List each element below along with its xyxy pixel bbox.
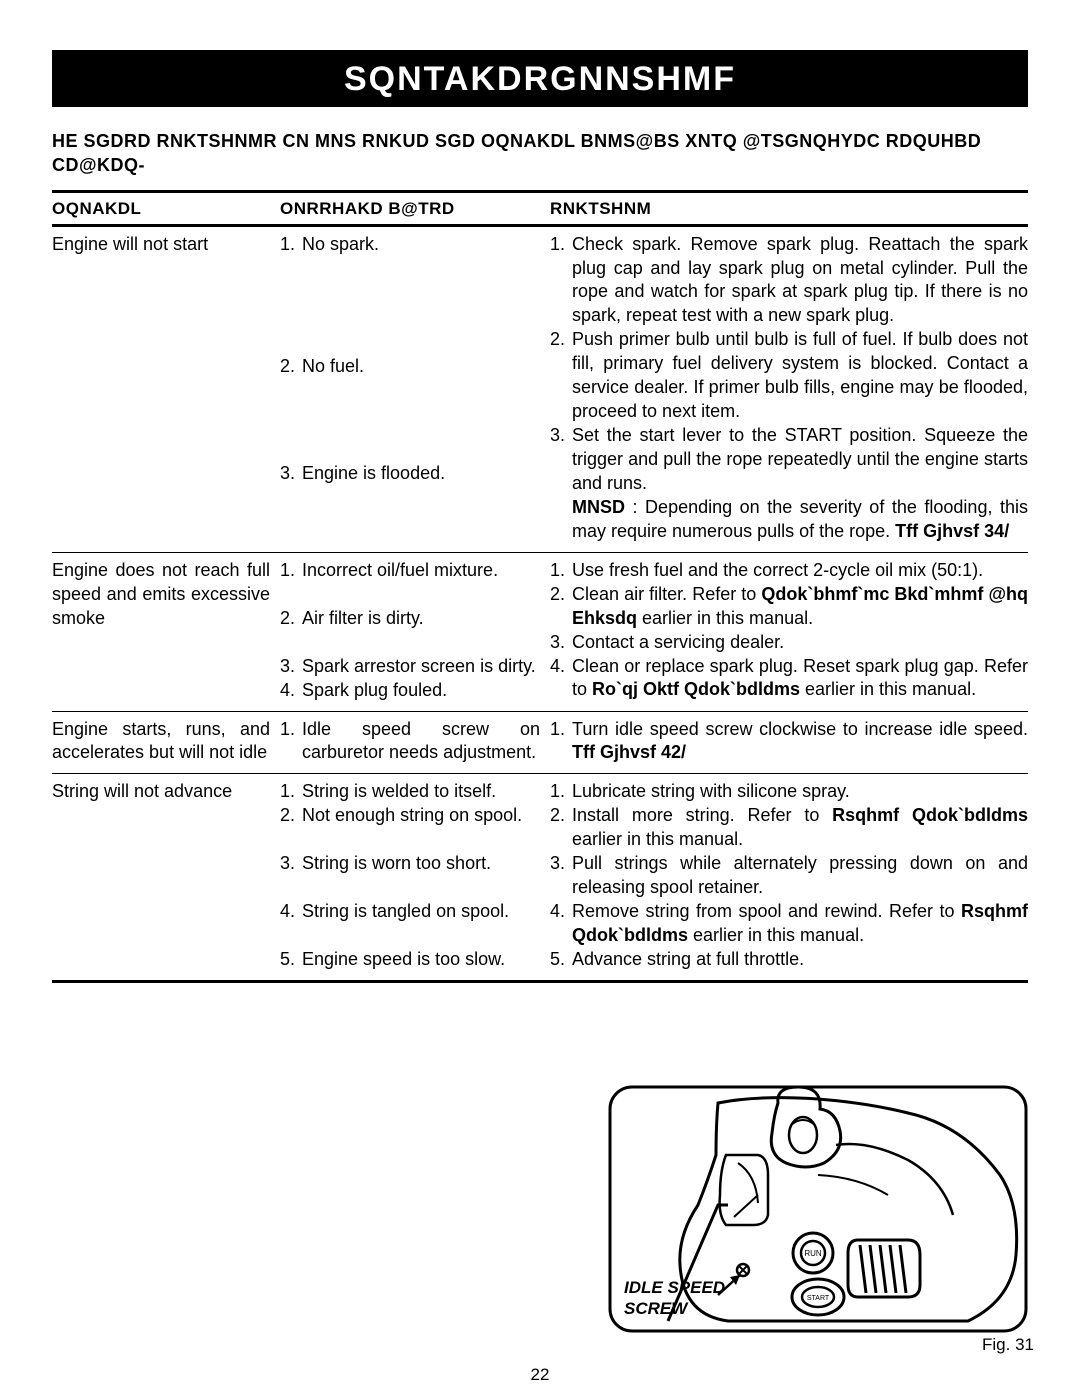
list-item: 2.Air filter is dirty. — [280, 607, 540, 631]
troubleshooting-table: OQNAKDL ONRRHAKD B@TRD RNKTSHNM Engine w… — [52, 193, 1028, 984]
list-item: 1.String is welded to itself. — [280, 780, 540, 804]
intro-text: HE SGDRD RNKTSHNMR CN MNS RNKUD SGD OQNA… — [52, 129, 1028, 178]
list-item: 3.String is worn too short. — [280, 852, 540, 876]
list-item: 5.Advance string at full throttle. — [550, 948, 1028, 972]
list-item: 2.Clean air filter. Refer to Qdok`bhmf`m… — [550, 583, 1028, 631]
list-item: 1.Lubricate string with silicone spray. — [550, 780, 1028, 804]
list-item: 1.Check spark. Remove spark plug. Reatta… — [550, 233, 1028, 329]
list-item: 3.Spark arrestor screen is dirty. — [280, 655, 540, 679]
list-item: 2.Push primer bulb until bulb is full of… — [550, 328, 1028, 424]
solution-cell: 1.Lubricate string with silicone spray.2… — [550, 780, 1028, 972]
figure-31: RUN START IDLE SPEED SCREW Fig. 31 — [608, 1085, 1028, 1355]
cause-cell: 1.No spark. 2.No fuel. 3.Engine is flooded… — [280, 233, 550, 487]
header-problem: OQNAKDL — [52, 199, 280, 219]
problem-cell: String will not advance — [52, 780, 280, 804]
start-label: START — [807, 1295, 830, 1302]
table-row: Engine will not start1.No spark. 2.No fue… — [52, 227, 1028, 552]
table-row: String will not advance1.String is welde… — [52, 774, 1028, 980]
list-item: 3.Engine is flooded. — [280, 462, 540, 486]
section-title: SQNTAKDRGNNSHMF — [52, 50, 1028, 107]
list-item: 3.Contact a servicing dealer. — [550, 631, 1028, 655]
table-row: Engine starts, runs, and accelerates but… — [52, 712, 1028, 774]
header-solution: RNKTSHNM — [550, 199, 1028, 219]
list-item: 3.Set the start lever to the START posit… — [550, 424, 1028, 496]
list-item: 1.No spark. — [280, 233, 540, 257]
figure-number: Fig. 31 — [982, 1335, 1034, 1355]
list-item: 1.Incorrect oil/fuel mixture. — [280, 559, 540, 583]
solution-cell: 1.Check spark. Remove spark plug. Reatta… — [550, 233, 1028, 544]
header-cause: ONRRHAKD B@TRD — [280, 199, 550, 219]
list-item: 2.Not enough string on spool. — [280, 804, 540, 828]
list-item: 2.No fuel. — [280, 355, 540, 379]
solution-cell: 1.Use fresh fuel and the correct 2-cycle… — [550, 559, 1028, 703]
cause-cell: 1.Idle speed screw on carburetor needs a… — [280, 718, 550, 766]
list-item: 4.Clean or replace spark plug. Reset spa… — [550, 655, 1028, 703]
table-row: Engine does not reach full speed and emi… — [52, 553, 1028, 711]
table-header-row: OQNAKDL ONRRHAKD B@TRD RNKTSHNM — [52, 193, 1028, 224]
problem-cell: Engine starts, runs, and accelerates but… — [52, 718, 280, 766]
list-item: 4.Remove string from spool and rewind. R… — [550, 900, 1028, 948]
list-item: 1.Idle speed screw on carburetor needs a… — [280, 718, 540, 766]
list-item: 4.String is tangled on spool. — [280, 900, 540, 924]
problem-cell: Engine will not start — [52, 233, 280, 257]
problem-cell: Engine does not reach full speed and emi… — [52, 559, 280, 631]
list-item: 1.Use fresh fuel and the correct 2-cycle… — [550, 559, 1028, 583]
cause-cell: 1.String is welded to itself.2.Not enoug… — [280, 780, 550, 972]
list-item: 5.Engine speed is too slow. — [280, 948, 540, 972]
figure-label: IDLE SPEED SCREW — [624, 1278, 725, 1319]
list-item: 4.Spark plug fouled. — [280, 679, 540, 703]
row-rule — [52, 980, 1028, 983]
list-item: 2.Install more string. Refer to Rsqhmf Q… — [550, 804, 1028, 852]
page-number: 22 — [0, 1365, 1080, 1385]
solution-cell: 1.Turn idle speed screw clockwise to inc… — [550, 718, 1028, 766]
list-item: 1.Turn idle speed screw clockwise to inc… — [550, 718, 1028, 766]
run-label: RUN — [804, 1249, 822, 1258]
list-item: 3.Pull strings while alternately pressin… — [550, 852, 1028, 900]
cause-cell: 1.Incorrect oil/fuel mixture. 2.Air filte… — [280, 559, 550, 703]
